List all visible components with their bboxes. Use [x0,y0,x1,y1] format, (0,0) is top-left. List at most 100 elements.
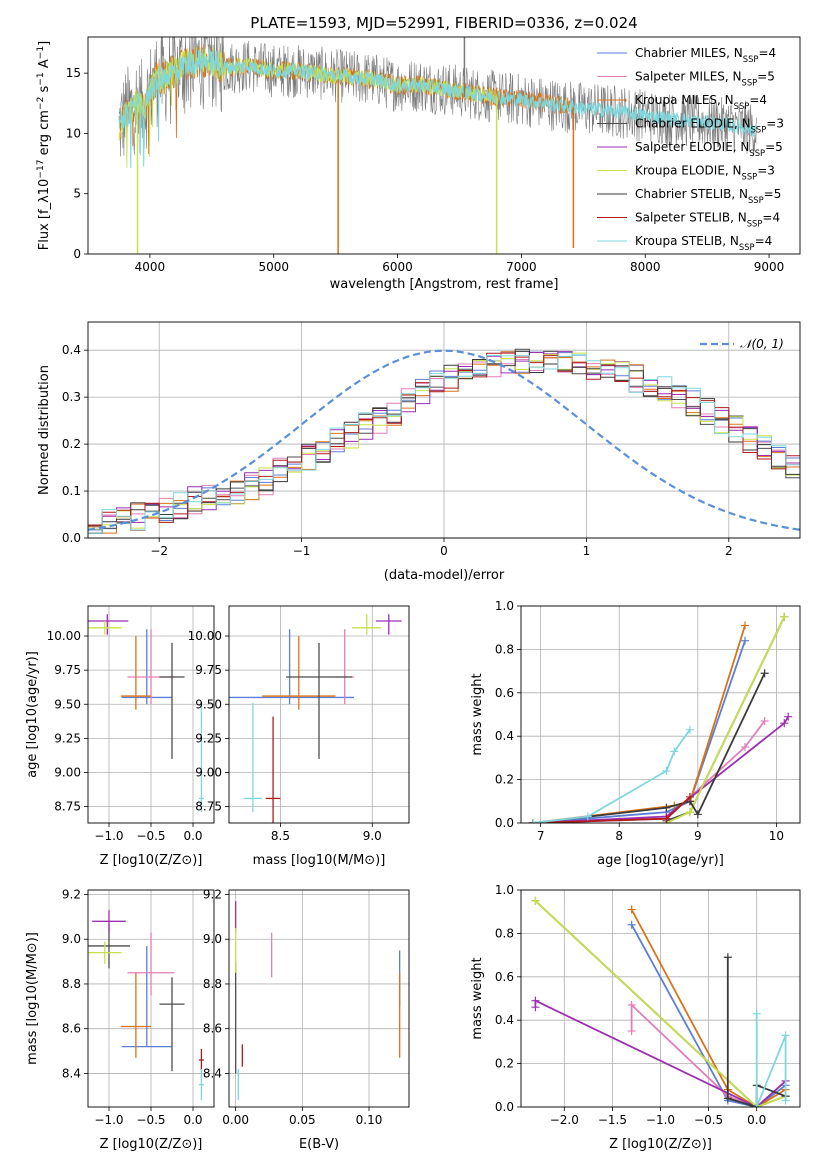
axes-frame [228,889,410,1108]
y-tick-label: 9.25 [195,731,222,745]
y-tick-label: 0.6 [495,970,514,984]
y-tick-label: 0.8 [495,642,514,656]
x-tick-label: 5000 [258,260,289,274]
weight-point-marker [781,1031,790,1040]
y-tick-label: 0.2 [62,437,81,451]
weight-series-line [630,924,787,1107]
weight-point-marker [662,814,671,823]
y-axis-label: mass weight [470,673,485,755]
weight-point-marker [531,896,540,905]
y-tick-label: 10.00 [188,629,222,643]
panel-weight-vs-age: 7 8 9 10 0.0 0.2 0.4 0.6 0.8 1.0 age [log10(age/yr… [470,599,801,868]
y-tick-label: 9.75 [54,663,81,677]
y-tick-label: 8.75 [195,800,222,814]
y-tick-label: 0.4 [495,1013,514,1027]
y-tick-label: 0.4 [62,343,81,357]
x-axis-label: mass [log10(M/M⊙)] [253,853,386,868]
legend-entry: Kroupa STELIB, NSSP=4 [635,234,772,252]
figure-title: PLATE=1593, MJD=52991, FIBERID=0336, z=0… [250,14,637,32]
weight-point-marker [662,766,671,775]
y-tick-label: 8.8 [62,977,81,991]
y-tick-label: 9.50 [195,697,222,711]
weight-point-marker [627,1001,636,1010]
weight-point-marker [670,747,679,756]
y-tick-label: 1.0 [495,883,514,897]
y-tick-label: 8.4 [203,1066,222,1080]
weight-point-marker [784,712,793,721]
y-axis-label: Flux [f_λ10−17 erg cm−2 s−1 A−1] [36,41,52,250]
x-tick-label: 9 [694,829,702,843]
x-tick-label: −1.0 [94,829,123,843]
y-tick-label: 9.25 [54,731,81,745]
x-tick-label: 9000 [754,260,785,274]
x-axis-label: Z [log10(Z/Z⊙)] [100,1137,203,1152]
y-tick-label: 1.0 [495,599,514,613]
x-tick-label: 10 [769,829,784,843]
x-tick-label: 0.05 [289,1113,316,1127]
panel-age-vs-mass: 8.5 9.0 8.75 9.00 9.25 9.50 9.75 10.00 mass [log… [188,605,410,868]
y-tick-label: 9.00 [54,766,81,780]
axes-frame [87,321,801,539]
weight-point-marker [627,920,636,929]
x-tick-label: 2 [725,544,733,558]
x-axis-label: (data-model)/error [384,568,505,583]
plot-area-spectrum [118,37,757,254]
x-tick-label: 0.0 [747,1113,766,1127]
legend-entry: Chabrier STELIB, NSSP=5 [635,187,781,205]
x-tick-label: −2.0 [550,1113,579,1127]
panel-mass-vs-Z: −1.0 −0.5 0.0 8.4 8.6 8.8 9.0 9.2 Z [log10(Z/Z⊙)… [25,887,215,1152]
y-tick-label: 10.00 [47,629,81,643]
weight-point-marker [685,792,694,801]
weight-point-marker [752,1009,761,1018]
x-axis-label: E(B-V) [299,1137,339,1152]
legend-entry: Salpeter STELIB, NSSP=4 [635,211,780,229]
normal-curve [88,349,800,531]
x-tick-label: −0.5 [136,1113,165,1127]
y-axis-label: mass [log10(M/M⊙)] [25,932,40,1065]
panel-age-vs-Z: −1.0 −0.5 0.0 8.75 9.00 9.25 9.50 9.75 10.00 Z [l… [25,605,215,868]
x-tick-label: −1.0 [94,1113,123,1127]
plots: 4000 5000 6000 7000 8000 9000051015wavelength… [25,36,801,1152]
legend-entry: Salpeter ELODIE, NSSP=5 [635,140,783,158]
weight-point-marker [760,717,769,726]
y-axis-label: age [log10(age/yr)] [25,651,40,778]
legend-entry: 𝒩(0, 1) [740,337,784,351]
y-tick-label: 9.2 [62,887,81,901]
weight-point-marker [531,996,540,1005]
y-axis-label: mass weight [470,957,485,1039]
plot-area-mass-vs-EBV [235,901,401,1101]
y-tick-label: 15 [66,66,81,80]
axes-frame [520,605,801,824]
panel-mass-vs-EBV: 0.00 0.05 0.10 8.4 8.6 8.8 9.0 9.2 E(B-V) [203,887,410,1152]
x-tick-label: −2 [150,544,168,558]
axes-frame [228,605,410,824]
weight-point-marker [662,803,671,812]
weight-point-marker [685,808,694,817]
weight-point-marker [627,1027,636,1036]
weight-point-marker [780,612,789,621]
y-tick-label: 0.6 [495,686,514,700]
plot-area-residuals [88,348,800,534]
y-axis-label: Normed distribution [37,365,52,495]
y-tick-label: 8.6 [62,1022,81,1036]
plot-area-age-vs-Z [88,614,204,813]
plot-area-weight-vs-age [528,612,793,823]
weight-point-marker [528,819,537,823]
x-tick-label: 1 [583,544,591,558]
x-tick-label: 0.0 [183,1113,202,1127]
y-tick-label: 0.0 [62,531,81,545]
y-tick-label: 8.6 [203,1022,222,1036]
plot-area-weight-vs-Z [531,896,790,1107]
weight-point-marker [740,743,749,752]
x-tick-label: −0.5 [694,1113,723,1127]
x-tick-label: −1.0 [646,1113,675,1127]
y-tick-label: 9.75 [195,663,222,677]
histogram-step-line [88,350,800,534]
y-tick-label: 0.8 [495,926,514,940]
y-tick-label: 10 [66,126,81,140]
x-axis-label: wavelength [Angstrom, rest frame] [330,277,559,292]
legend-entry: Kroupa MILES, NSSP=4 [635,93,767,111]
x-tick-label: 8 [615,829,623,843]
weight-point-marker [693,810,702,819]
